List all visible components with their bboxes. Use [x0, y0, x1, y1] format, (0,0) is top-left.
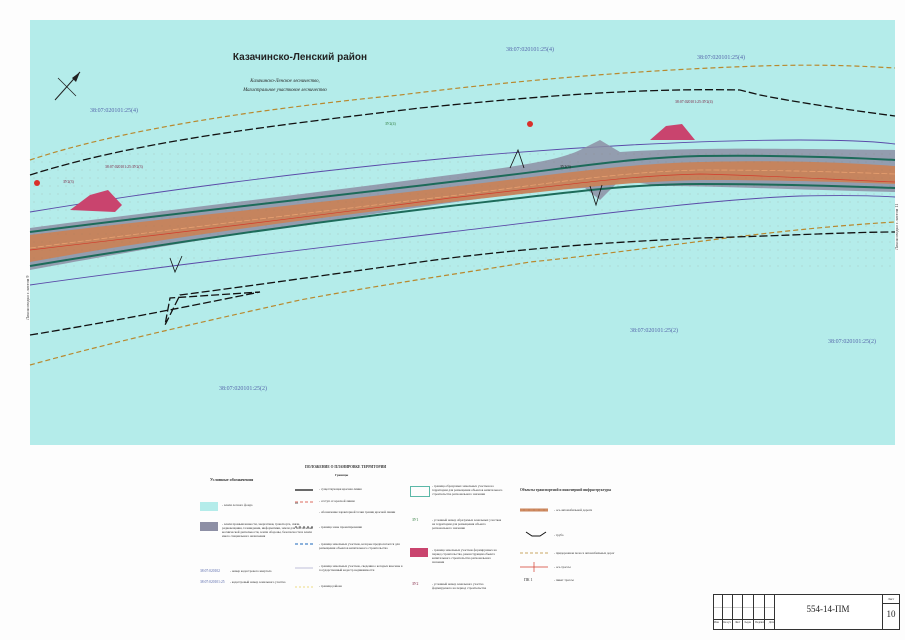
map-subtitle-1: Казачинско-Ленское лесничество,	[249, 79, 319, 84]
planning-item-2: - отступ от красной линии	[319, 499, 355, 503]
reserve-area-right	[650, 124, 695, 140]
parcel-label-2: 38:07:020101:25(4)	[506, 46, 554, 53]
parcel-label-4: 38:07:020101:25(2)	[630, 327, 678, 334]
planning-item-4: - граница зоны проектирования	[319, 525, 362, 529]
legend-swatch-forest	[200, 502, 218, 511]
stamp-col-3: Лист	[734, 621, 741, 624]
trace-marker-1[interactable]	[34, 180, 40, 186]
transport-item-5: - пикет трассы	[554, 578, 574, 582]
road-texture	[30, 150, 895, 270]
notch-left	[169, 255, 183, 274]
legend-left: Условные обозначения - земли лесного фон…	[200, 477, 320, 588]
planning-right-code-1: ЗУ1	[412, 518, 419, 522]
stamp-code: 554-14-ПМ	[806, 604, 850, 614]
legend-swatch-industry	[200, 522, 218, 531]
reserve-area-left	[70, 190, 122, 212]
road-edge-bottom	[29, 182, 896, 267]
planning-right-3: - граница земельных участков формируемых…	[432, 548, 497, 564]
legend-planning: ПОЛОЖЕНИЕ О ПЛАНИРОВКЕ ТЕРРИТОРИИ Границ…	[295, 465, 495, 605]
trace-marker-2[interactable]	[527, 121, 533, 127]
legend-transport: Объекты транспортной и инженерной инфрас…	[520, 488, 710, 598]
road-axis	[29, 169, 896, 249]
stamp-col-5: Подпись	[755, 621, 765, 624]
title-stamp: Изм. Кол.уч Лист №док Подпись Дата 554-1…	[713, 594, 900, 630]
zone-label-5: ЗУ2(4)	[385, 122, 397, 126]
map-title: Казачинско-Ленский район	[233, 52, 367, 63]
stamp-col-4: №док	[744, 621, 751, 624]
stamp-sheet-box: Лист 10	[882, 595, 899, 629]
planning-item-5: - граница земельных участков, которые пр…	[319, 542, 400, 550]
stamp-sheet-number: 10	[886, 609, 896, 619]
parcel-label-6: 38:07:020101:25(2)	[219, 385, 267, 392]
legend-text-parcel: - кадастровый номер земельного участка	[230, 580, 286, 584]
legend-text-quarter: - номер кадастрового квартала	[230, 569, 272, 573]
route-axis-red	[29, 173, 896, 251]
notch-mid	[589, 184, 603, 207]
legend-title: Условные обозначения	[210, 477, 254, 482]
stamp-col-6: Дата	[768, 621, 774, 624]
stamp-columns: Изм. Кол.уч Лист №док Подпись Дата	[714, 621, 774, 624]
planning-subtitle: Границы	[335, 473, 349, 477]
planning-point-code: н1	[295, 501, 299, 505]
legend-code-quarter: 38:07:020102	[200, 569, 220, 573]
legend-text-industry: - земли промышленности, энергетики, тран…	[222, 522, 313, 538]
stamp-col-2: Кол.уч	[723, 621, 731, 624]
notch-top	[509, 148, 525, 169]
planning-item-3: - обозначение характерной точки границ к…	[319, 510, 396, 514]
planning-item-6: - граница земельных участков, сведения о…	[319, 564, 403, 572]
stamp-col-1: Изм.	[714, 621, 720, 624]
district-boundary-top	[29, 89, 896, 176]
side-label-right: Линия сводки с листом 11	[894, 204, 899, 250]
transport-item-4: - ось трассы	[554, 565, 571, 569]
planning-right-1: - граница образуемых земельных участков …	[432, 484, 503, 496]
parcel-label-3: 38:07:020101:25(4)	[697, 54, 745, 61]
parcel-label-1: 38:07:020101:25(4)	[90, 107, 138, 114]
transport-item-3: - придорожная полоса автомобильных дорог	[554, 551, 615, 555]
zone-label-4: ЗУ1(3)	[560, 165, 572, 169]
map-subtitle-2: Магистральное участковое лесничество	[242, 88, 327, 93]
planning-right-4: - условный номер земельного участка форм…	[432, 582, 487, 590]
planning-right-2: - условный номер образуемых земельных уч…	[432, 518, 502, 530]
dashed-boundary-bottom	[29, 221, 896, 366]
north-arrow-icon	[54, 71, 81, 101]
zone-label-2: 38:07:020101:25:ЗУ2(4)	[675, 100, 714, 104]
legend-text-forest: - земли лесного фонда	[222, 503, 253, 507]
planning-item-7: - граница района	[319, 584, 342, 588]
transport-item-1: - ось автомобильной дороги	[554, 508, 593, 512]
transport-pk: ПК 1	[524, 577, 533, 582]
zone-label-3: ЗУ2(3)	[63, 180, 75, 184]
planning-right-code-2: ЗУ2	[412, 582, 419, 586]
zone-label-1: 38:07:020101:25:ЗУ2(3)	[105, 165, 144, 169]
transport-samples	[520, 508, 548, 572]
legend-planning-right: - граница образуемых земельных участков …	[410, 482, 510, 617]
legend-code-parcel: 38:07:020101:25	[200, 580, 225, 584]
road-edge-top	[29, 154, 896, 233]
side-label-left: Линия сводки с листом 9	[25, 276, 30, 320]
legend-swatch-temporary	[410, 548, 428, 557]
legend-swatch-formed	[410, 486, 430, 497]
transport-item-2: - труба	[554, 533, 564, 537]
transport-title: Объекты транспортной и инженерной инфрас…	[520, 488, 612, 492]
stamp-grid	[714, 595, 775, 629]
planning-item-1: - существующая красная линия	[319, 487, 362, 491]
parcel-label-5: 38:07:020101:25(2)	[828, 338, 876, 345]
stamp-sheet-label: Лист	[883, 595, 899, 604]
planning-line-samples	[295, 489, 313, 588]
planning-title: ПОЛОЖЕНИЕ О ПЛАНИРОВКЕ ТЕРРИТОРИИ	[305, 465, 387, 469]
